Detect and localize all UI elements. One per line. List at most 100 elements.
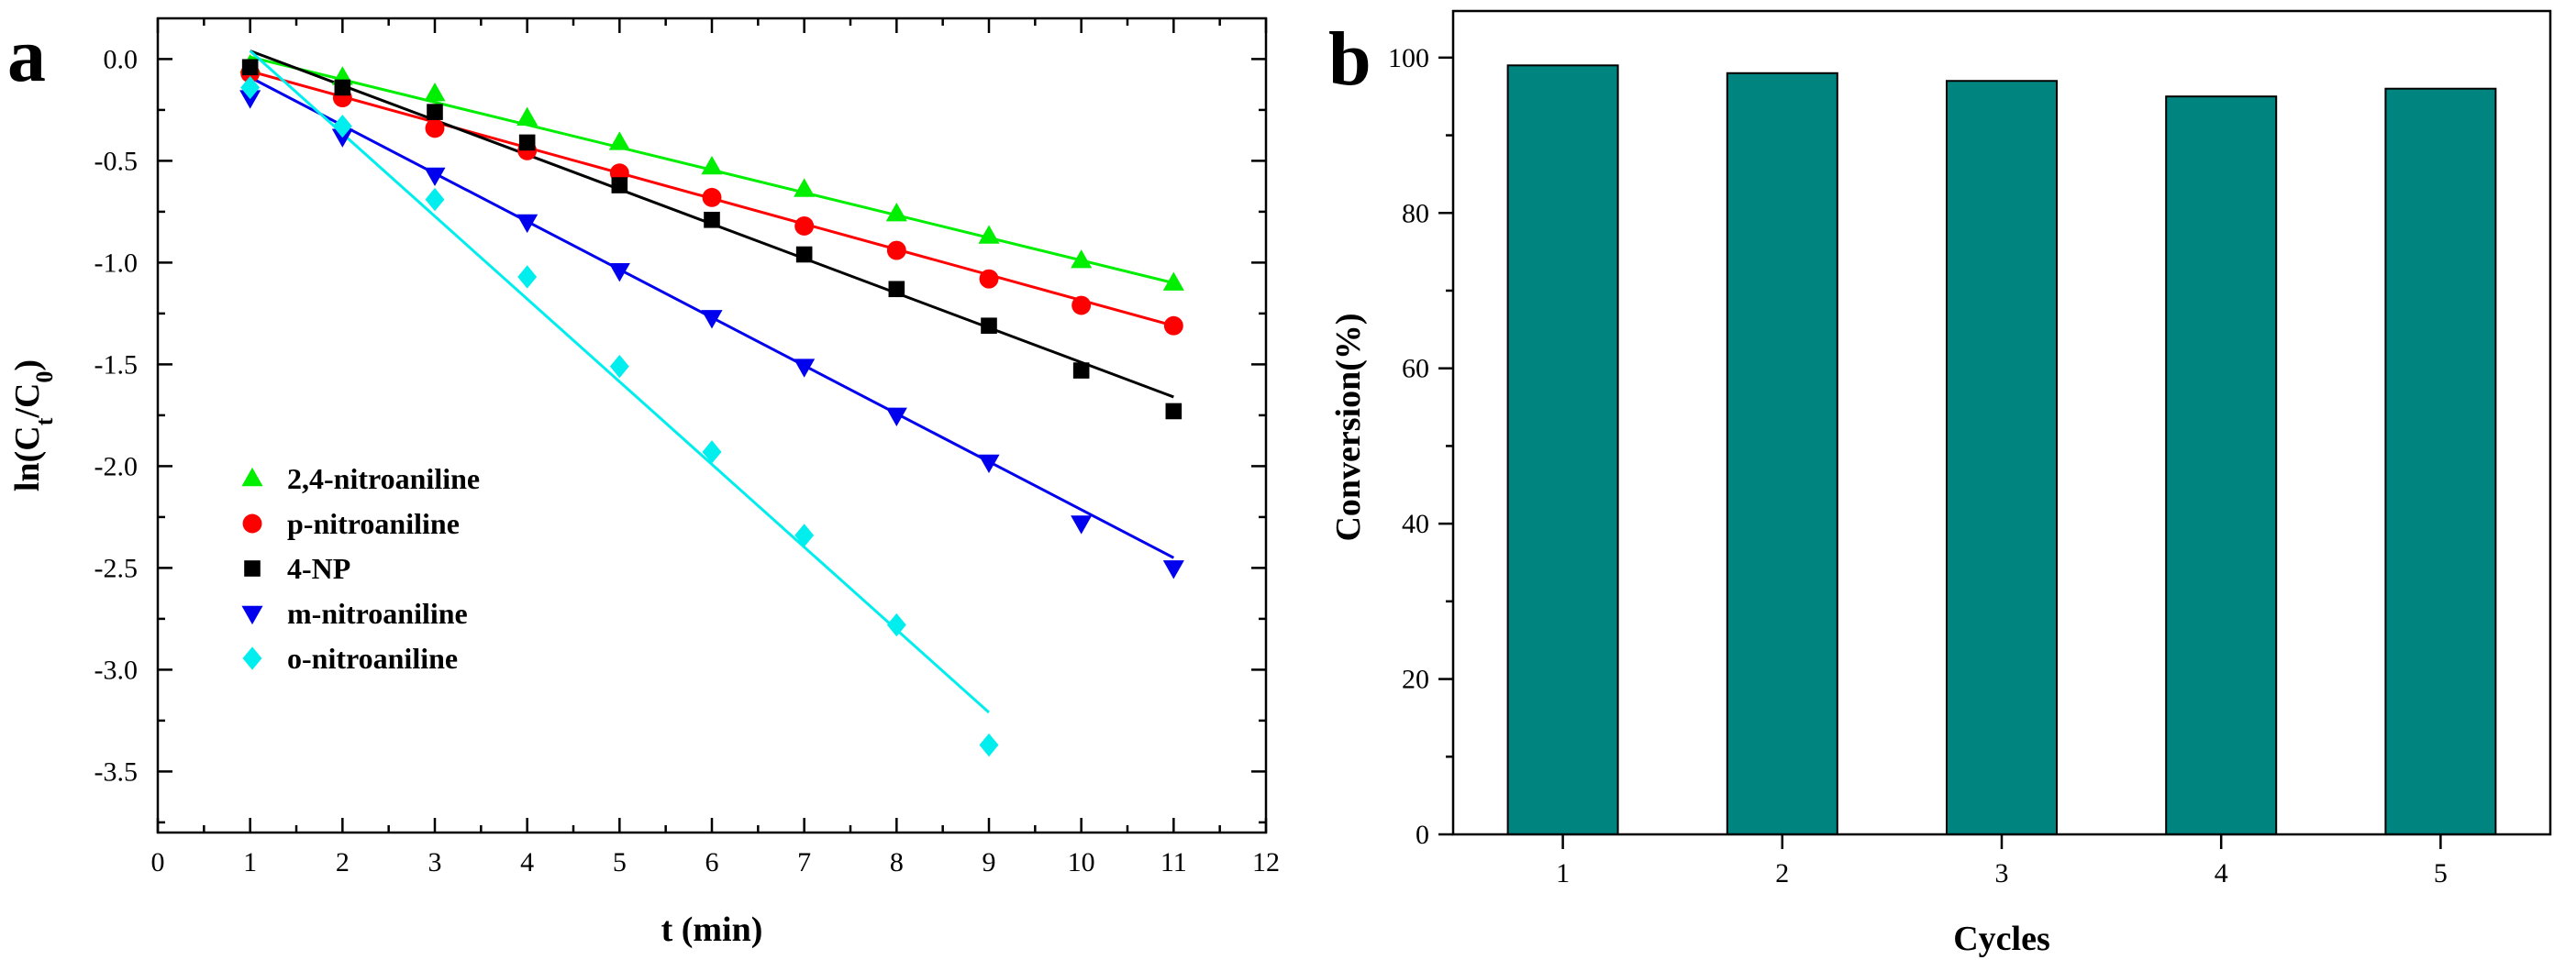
legend-label-2-4-nitroaniline: 2,4-nitroaniline — [287, 462, 480, 495]
y-tick-label: 0.0 — [104, 44, 139, 74]
legend-label-4-np: 4-NP — [287, 552, 350, 585]
x-tick-label: 3 — [428, 847, 442, 877]
legend-marker-o-nitroaniline — [242, 646, 262, 670]
point-4-np — [334, 79, 351, 96]
point-m-nitroaniline — [1162, 560, 1184, 579]
point-p-nitroaniline — [794, 215, 815, 236]
y-tick-label: 60 — [1402, 354, 1429, 384]
x-tick-label: 6 — [705, 847, 719, 877]
point-m-nitroaniline — [1071, 515, 1093, 535]
x-tick-label: 7 — [797, 847, 811, 877]
x-tick-label: 1 — [243, 847, 257, 877]
point-p-nitroaniline — [425, 118, 445, 138]
point-2-4-nitroaniline — [1162, 271, 1184, 291]
x-tick-label: 5 — [2434, 858, 2448, 888]
panel-a-x-tick-labels: 0 1 2 3 4 5 6 7 8 9 10 11 12 — [151, 847, 1281, 877]
legend-marker-4-np — [244, 560, 261, 577]
point-o-nitroaniline — [794, 524, 815, 547]
point-m-nitroaniline — [794, 359, 816, 378]
point-m-nitroaniline — [885, 407, 907, 426]
panel-b-x-tick-labels: 1 2 3 4 5 — [1556, 858, 2448, 888]
point-m-nitroaniline — [424, 167, 446, 187]
panel-a-ticks — [156, 18, 1268, 833]
panel-b-x-axis-title: Cycles — [1953, 920, 2050, 958]
point-4-np — [241, 59, 259, 76]
point-4-np — [611, 177, 628, 193]
point-2-4-nitroaniline — [701, 155, 723, 175]
point-4-np — [1072, 362, 1090, 379]
y-tick-label: 80 — [1402, 198, 1429, 228]
legend-label-o-nitroaniline: o-nitroaniline — [287, 642, 458, 675]
point-o-nitroaniline — [979, 733, 999, 757]
y-tick-label: -1.0 — [94, 248, 139, 278]
y-tick-label: -3.5 — [94, 756, 139, 787]
panel-a-plot-frame — [156, 17, 1268, 834]
legend-label-p-nitroaniline: p-nitroaniline — [287, 507, 460, 540]
point-p-nitroaniline — [1071, 295, 1092, 315]
point-m-nitroaniline — [331, 128, 353, 148]
point-2-4-nitroaniline — [1071, 249, 1093, 269]
y-tick-label: 0 — [1416, 820, 1429, 850]
panel-b-plot-frame — [1451, 9, 2552, 836]
legend-marker-2-4-nitroaniline — [241, 467, 263, 487]
x-tick-label: 10 — [1068, 847, 1095, 877]
point-4-np — [1165, 403, 1183, 420]
bar-cycle-1 — [1506, 64, 1619, 836]
point-m-nitroaniline — [701, 310, 723, 329]
panel-a-y-axis-title: ln(Ct/C0) — [8, 359, 58, 491]
point-4-np — [427, 104, 443, 120]
point-o-nitroaniline — [425, 187, 445, 212]
x-tick-label: 12 — [1252, 847, 1280, 877]
y-tick-label: -3.0 — [94, 655, 139, 685]
panel-a-legend: 2,4-nitroaniline p-nitroaniline 4-NP m-nitr… — [241, 462, 480, 675]
y-tick-label: -2.0 — [94, 451, 139, 481]
point-p-nitroaniline — [1163, 315, 1183, 336]
point-o-nitroaniline — [332, 115, 352, 138]
y-tick-label: 40 — [1402, 509, 1429, 539]
point-m-nitroaniline — [608, 263, 630, 282]
x-tick-label: 2 — [1775, 858, 1789, 888]
legend-marker-m-nitroaniline — [241, 605, 263, 625]
x-tick-label: 2 — [336, 847, 350, 877]
x-tick-label: 4 — [2215, 858, 2228, 888]
y-tick-label: 20 — [1402, 665, 1429, 695]
panel-a-line-plot: a 0 1 2 3 4 5 6 7 8 9 10 11 12 0.0-0.5-1.0-1.5-2.0-2… — [7, 13, 1280, 949]
point-4-np — [518, 134, 536, 151]
panel-a-y-tick-labels: 0.0 -0.5 -1.0 -1.5 -2.0 -2.5 -3.0 -3.5 — [94, 44, 139, 787]
point-o-nitroaniline — [886, 612, 906, 637]
x-tick-label: 0 — [151, 847, 165, 877]
point-o-nitroaniline — [609, 354, 629, 379]
point-2-4-nitroaniline — [608, 131, 630, 150]
point-m-nitroaniline — [516, 214, 539, 234]
panel-b-ticks — [1438, 56, 2442, 849]
legend-marker-p-nitroaniline — [242, 513, 262, 534]
y-tick-label: 100 — [1388, 43, 1429, 73]
bar-cycle-5 — [2384, 87, 2497, 835]
x-tick-label: 8 — [890, 847, 904, 877]
panel-b-letter: b — [1328, 17, 1371, 102]
point-4-np — [795, 246, 813, 263]
point-2-4-nitroaniline — [516, 106, 539, 127]
y-tick-label: -0.5 — [94, 146, 139, 176]
panel-b-y-axis-title: Conversion(%) — [1329, 313, 1368, 541]
panel-a-letter: a — [7, 13, 46, 98]
x-tick-label: 5 — [613, 847, 627, 877]
x-tick-label: 11 — [1160, 847, 1187, 877]
fit-line-o-nitroaniline — [249, 50, 991, 714]
point-2-4-nitroaniline — [424, 83, 446, 102]
point-m-nitroaniline — [239, 90, 261, 109]
panel-a-x-axis-title: t (min) — [661, 910, 763, 949]
point-4-np — [888, 281, 905, 298]
legend-label-m-nitroaniline: m-nitroaniline — [287, 597, 468, 630]
point-p-nitroaniline — [702, 187, 722, 207]
point-p-nitroaniline — [886, 240, 906, 260]
point-2-4-nitroaniline — [794, 178, 816, 197]
point-4-np — [704, 211, 720, 228]
x-tick-label: 4 — [520, 847, 534, 877]
x-tick-label: 1 — [1556, 858, 1570, 888]
point-o-nitroaniline — [702, 440, 722, 464]
panel-a-data-points — [239, 53, 1184, 757]
y-tick-label: -2.5 — [94, 553, 139, 583]
point-o-nitroaniline — [517, 265, 538, 289]
